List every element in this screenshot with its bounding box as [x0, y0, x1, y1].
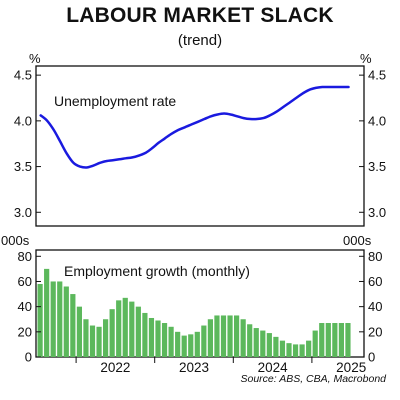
employment-growth-bar	[50, 281, 56, 357]
bottom-left-ytick-label: 20	[18, 324, 32, 339]
employment-growth-bar	[57, 281, 63, 357]
employment-growth-bar	[155, 320, 161, 357]
employment-growth-bar	[338, 323, 344, 357]
employment-growth-bar	[116, 300, 122, 357]
chart-title: LABOUR MARKET SLACK	[66, 4, 334, 27]
employment-growth-bar	[306, 340, 312, 357]
top-left-ytick-label: 3.0	[14, 205, 32, 220]
employment-growth-bar	[83, 319, 89, 357]
employment-growth-bar	[96, 326, 102, 357]
top-left-ytick-label: 4.5	[14, 68, 32, 83]
top-left-unit: %	[29, 51, 41, 66]
employment-growth-bar	[175, 331, 181, 357]
employment-growth-bar	[37, 283, 43, 357]
year-axis-label: 2022	[100, 360, 130, 375]
employment-growth-bar	[142, 312, 148, 357]
bottom-left-unit: 000s	[1, 233, 30, 248]
employment-growth-bar	[220, 315, 227, 357]
employment-growth-bar	[253, 328, 259, 357]
year-axis-label: 2025	[336, 360, 366, 375]
bottom-left-ytick-label: 0	[25, 350, 32, 365]
employment-growth-bar	[70, 294, 76, 357]
employment-growth-bar	[148, 317, 155, 357]
bottom-left-ytick-label: 80	[18, 249, 32, 264]
bottom-left-ytick-label: 60	[18, 274, 32, 289]
employment-growth-bar	[207, 319, 213, 357]
bottom-left-ytick-label: 40	[18, 299, 32, 314]
top-right-unit: %	[360, 51, 372, 66]
employment-growth-bar	[247, 324, 253, 357]
employment-growth-bar	[266, 333, 272, 357]
bottom-right-ytick-label: 60	[368, 274, 382, 289]
employment-growth-bar	[273, 336, 279, 357]
top-left-ytick-label: 3.5	[14, 159, 32, 174]
employment-growth-label: Employment growth (monthly)	[64, 263, 250, 279]
top-right-ytick-label: 4.5	[368, 68, 386, 83]
employment-growth-bar	[44, 268, 50, 357]
employment-growth-bar	[181, 335, 187, 357]
unemployment-rate-label: Unemployment rate	[54, 93, 176, 109]
employment-growth-bar	[292, 344, 299, 357]
employment-growth-bar	[188, 334, 194, 357]
employment-growth-bar	[109, 309, 115, 357]
top-right-ytick-label: 3.5	[368, 159, 386, 174]
bottom-right-ytick-label: 80	[368, 249, 382, 264]
unemployment-rate-line	[39, 85, 350, 169]
top-panel-frame	[35, 65, 365, 227]
bottom-right-ytick-label: 20	[368, 324, 382, 339]
employment-growth-bar	[194, 331, 200, 357]
employment-growth-bar	[201, 325, 207, 357]
employment-growth-bar	[286, 343, 292, 357]
bottom-panel-frame	[35, 249, 365, 358]
employment-growth-bar	[103, 319, 109, 357]
employment-growth-bar	[122, 297, 128, 357]
top-right-ytick-label: 4.0	[368, 113, 386, 128]
top-left-ytick-label: 4.0	[14, 113, 32, 128]
employment-growth-bar	[234, 315, 240, 357]
employment-growth-bar	[161, 323, 168, 357]
employment-growth-bar	[299, 344, 305, 357]
employment-growth-bar	[76, 306, 82, 357]
bottom-right-ytick-label: 40	[368, 299, 382, 314]
employment-growth-bar	[332, 323, 338, 357]
employment-growth-bar	[135, 306, 141, 357]
employment-growth-bar	[260, 330, 266, 357]
employment-growth-bar	[345, 323, 351, 357]
year-axis-label: 2023	[179, 360, 209, 375]
employment-growth-bar	[129, 301, 135, 357]
employment-growth-bar	[89, 325, 96, 357]
employment-growth-bar	[168, 326, 174, 357]
employment-growth-bar	[319, 323, 325, 357]
employment-growth-bar	[325, 323, 331, 357]
employment-growth-bar	[214, 315, 220, 357]
employment-growth-bar	[240, 319, 246, 357]
employment-growth-bar	[63, 286, 69, 357]
employment-growth-bar	[227, 315, 233, 357]
top-right-ytick-label: 3.0	[368, 205, 386, 220]
employment-growth-bar	[279, 340, 286, 357]
year-axis-label: 2024	[258, 360, 289, 375]
source-note: Source: ABS, CBA, Macrobond	[240, 373, 386, 385]
bottom-right-unit: 000s	[343, 233, 372, 248]
employment-growth-bar	[312, 330, 318, 357]
bottom-right-ytick-label: 0	[368, 350, 375, 365]
chart-subtitle: (trend)	[177, 32, 223, 49]
